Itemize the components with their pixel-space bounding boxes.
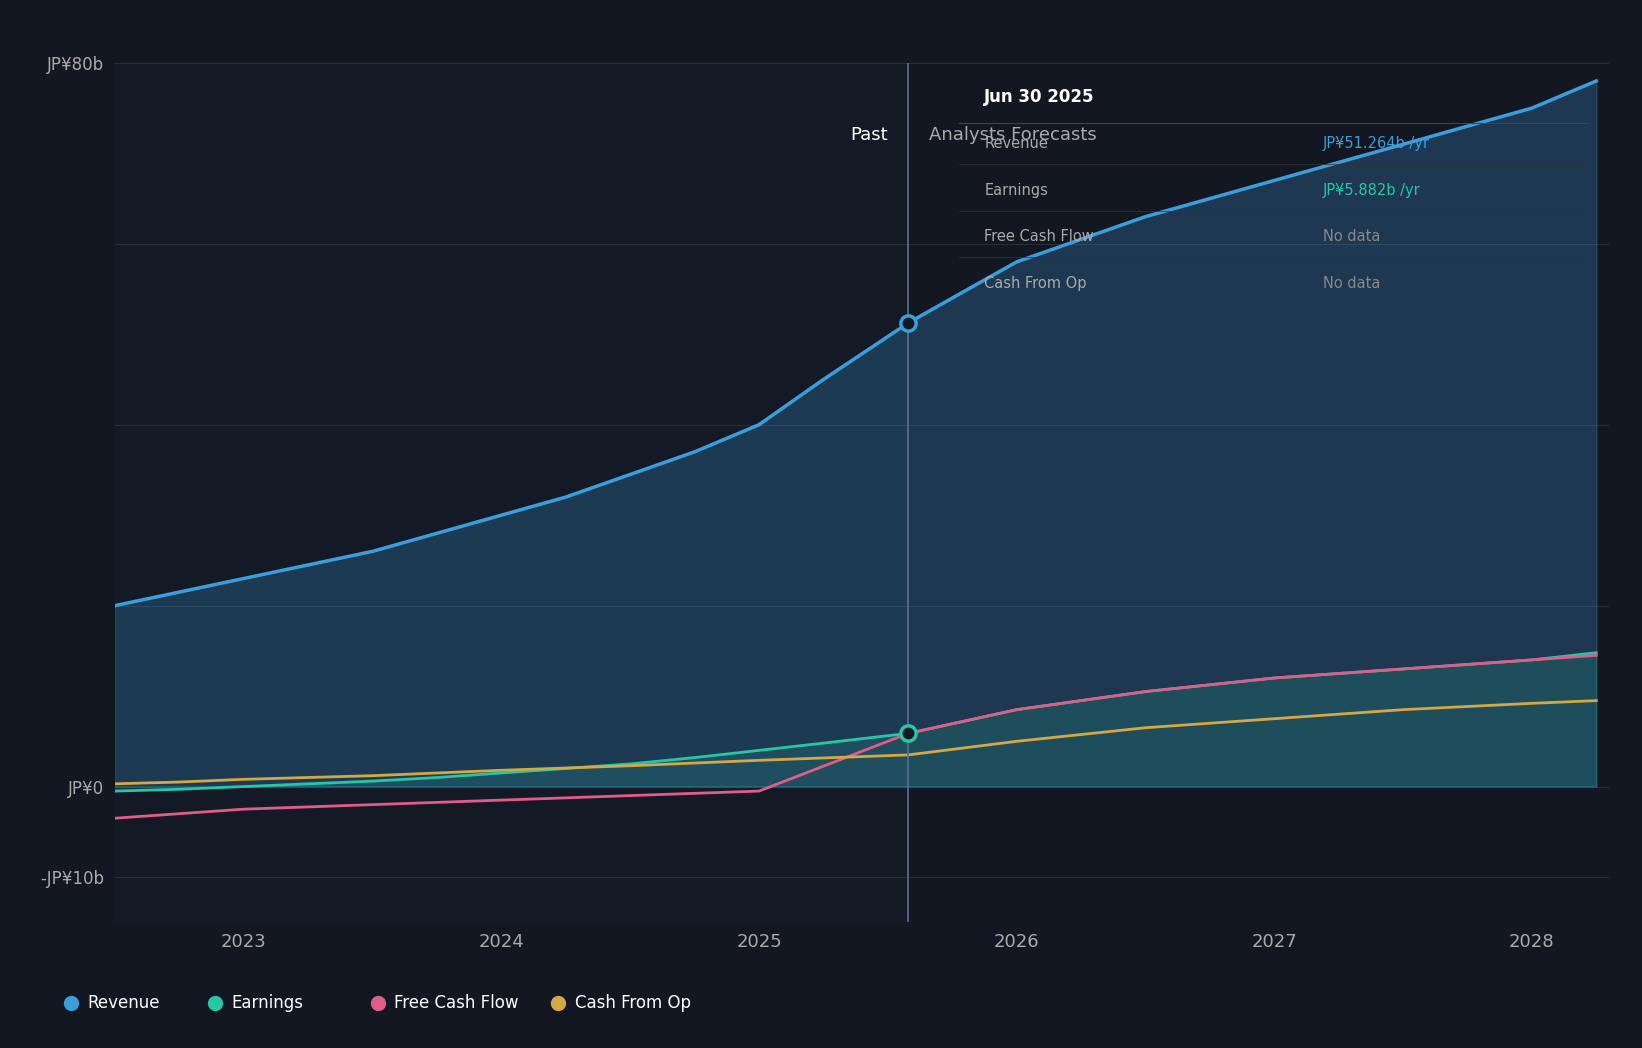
Text: Revenue: Revenue bbox=[87, 995, 159, 1012]
Text: Analysts Forecasts: Analysts Forecasts bbox=[929, 126, 1097, 145]
Text: Earnings: Earnings bbox=[232, 995, 304, 1012]
Text: Past: Past bbox=[851, 126, 888, 145]
Text: Free Cash Flow: Free Cash Flow bbox=[394, 995, 519, 1012]
Text: Cash From Op: Cash From Op bbox=[575, 995, 691, 1012]
Bar bbox=[115, 63, 908, 922]
